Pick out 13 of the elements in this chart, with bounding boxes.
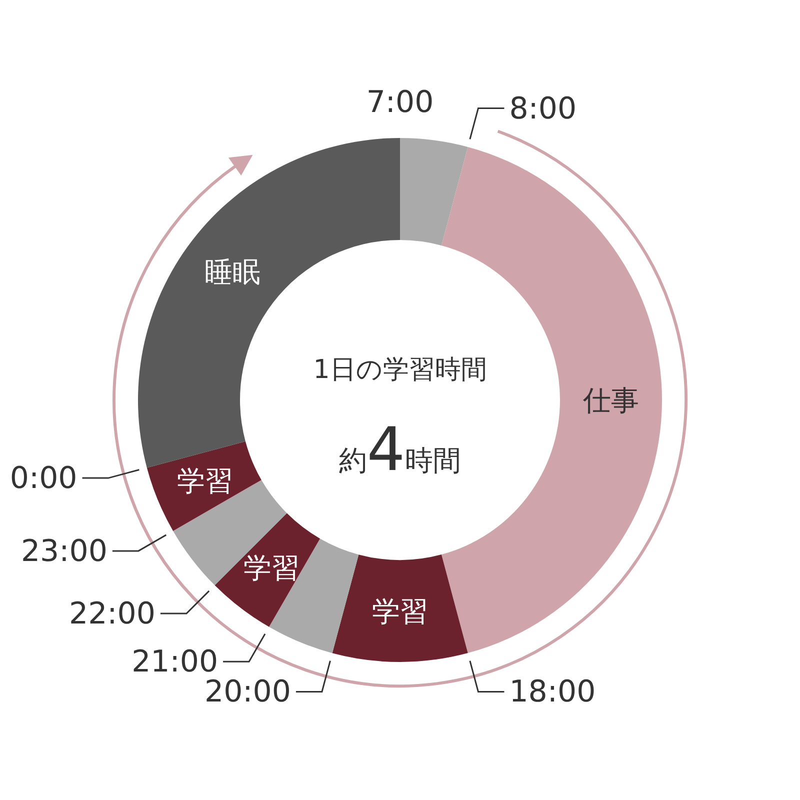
slice-label: 学習 [372,595,428,628]
text: 7:00 [366,85,434,120]
text: 0:00 [10,461,78,496]
text: 23:00 [20,534,108,569]
text: 1日の学習時間 [313,355,487,385]
text: 22:00 [68,596,156,632]
slice-label: 仕事 [582,384,639,417]
slice-label: 学習 [177,464,234,498]
slice-label: 学習 [244,551,300,584]
text: 18:00 [509,674,596,710]
text: 8:00 [509,91,577,126]
slice-label: 睡眠 [204,256,261,289]
text: 約4時間 [338,415,462,485]
